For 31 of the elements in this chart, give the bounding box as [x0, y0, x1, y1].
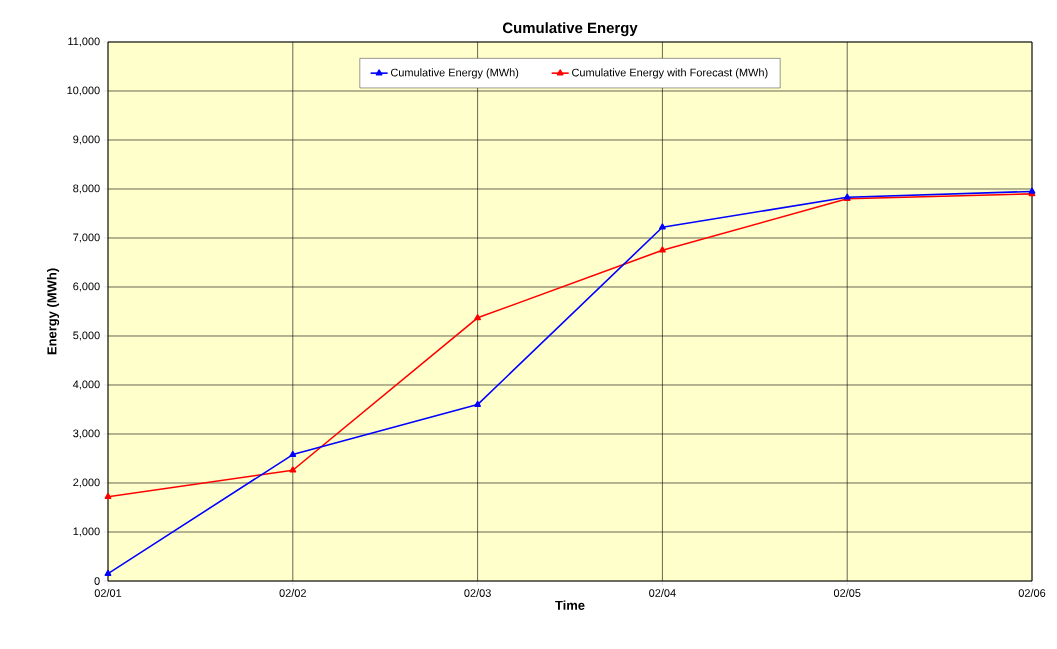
y-tick-label: 9,000	[73, 135, 100, 145]
x-axis-title: Time	[555, 600, 585, 610]
y-tick-label: 8,000	[73, 184, 100, 194]
y-tick-label: 0	[94, 577, 100, 585]
point	[659, 223, 666, 230]
chart-title: Cumulative Energy	[502, 22, 638, 37]
x-tick-label: 02/03	[464, 588, 491, 597]
y-axis-title: Energy (MWh)	[46, 268, 60, 355]
x-tick-label: 02/06	[1018, 588, 1046, 597]
point	[659, 246, 666, 253]
x-tick-label: 02/05	[833, 588, 861, 597]
legend-label: Cumulative Energy (MWh)	[390, 68, 519, 79]
x-tick-label: 02/01	[94, 588, 122, 597]
point	[474, 400, 481, 407]
x-tick-label: 02/02	[279, 588, 306, 597]
y-tick-label: 3,000	[73, 429, 100, 439]
y-tick-label: 6,000	[73, 282, 100, 292]
point	[474, 314, 481, 321]
y-tick-label: 7,000	[73, 233, 100, 243]
y-tick-label: 4,000	[72, 380, 100, 390]
y-tick-label: 2,000	[73, 478, 100, 488]
y-tick-label: 10,000	[67, 86, 100, 96]
y-tick-label: 11,000	[68, 37, 100, 47]
point	[289, 466, 297, 473]
point	[289, 450, 297, 457]
y-tick-label: 1,000	[73, 527, 100, 537]
legend-label: Cumulative Energy with Forecast (MWh)	[572, 68, 768, 79]
y-tick-label: 5,000	[73, 331, 100, 341]
point	[104, 569, 112, 576]
x-tick-label: 02/04	[649, 588, 676, 597]
point	[104, 492, 112, 500]
